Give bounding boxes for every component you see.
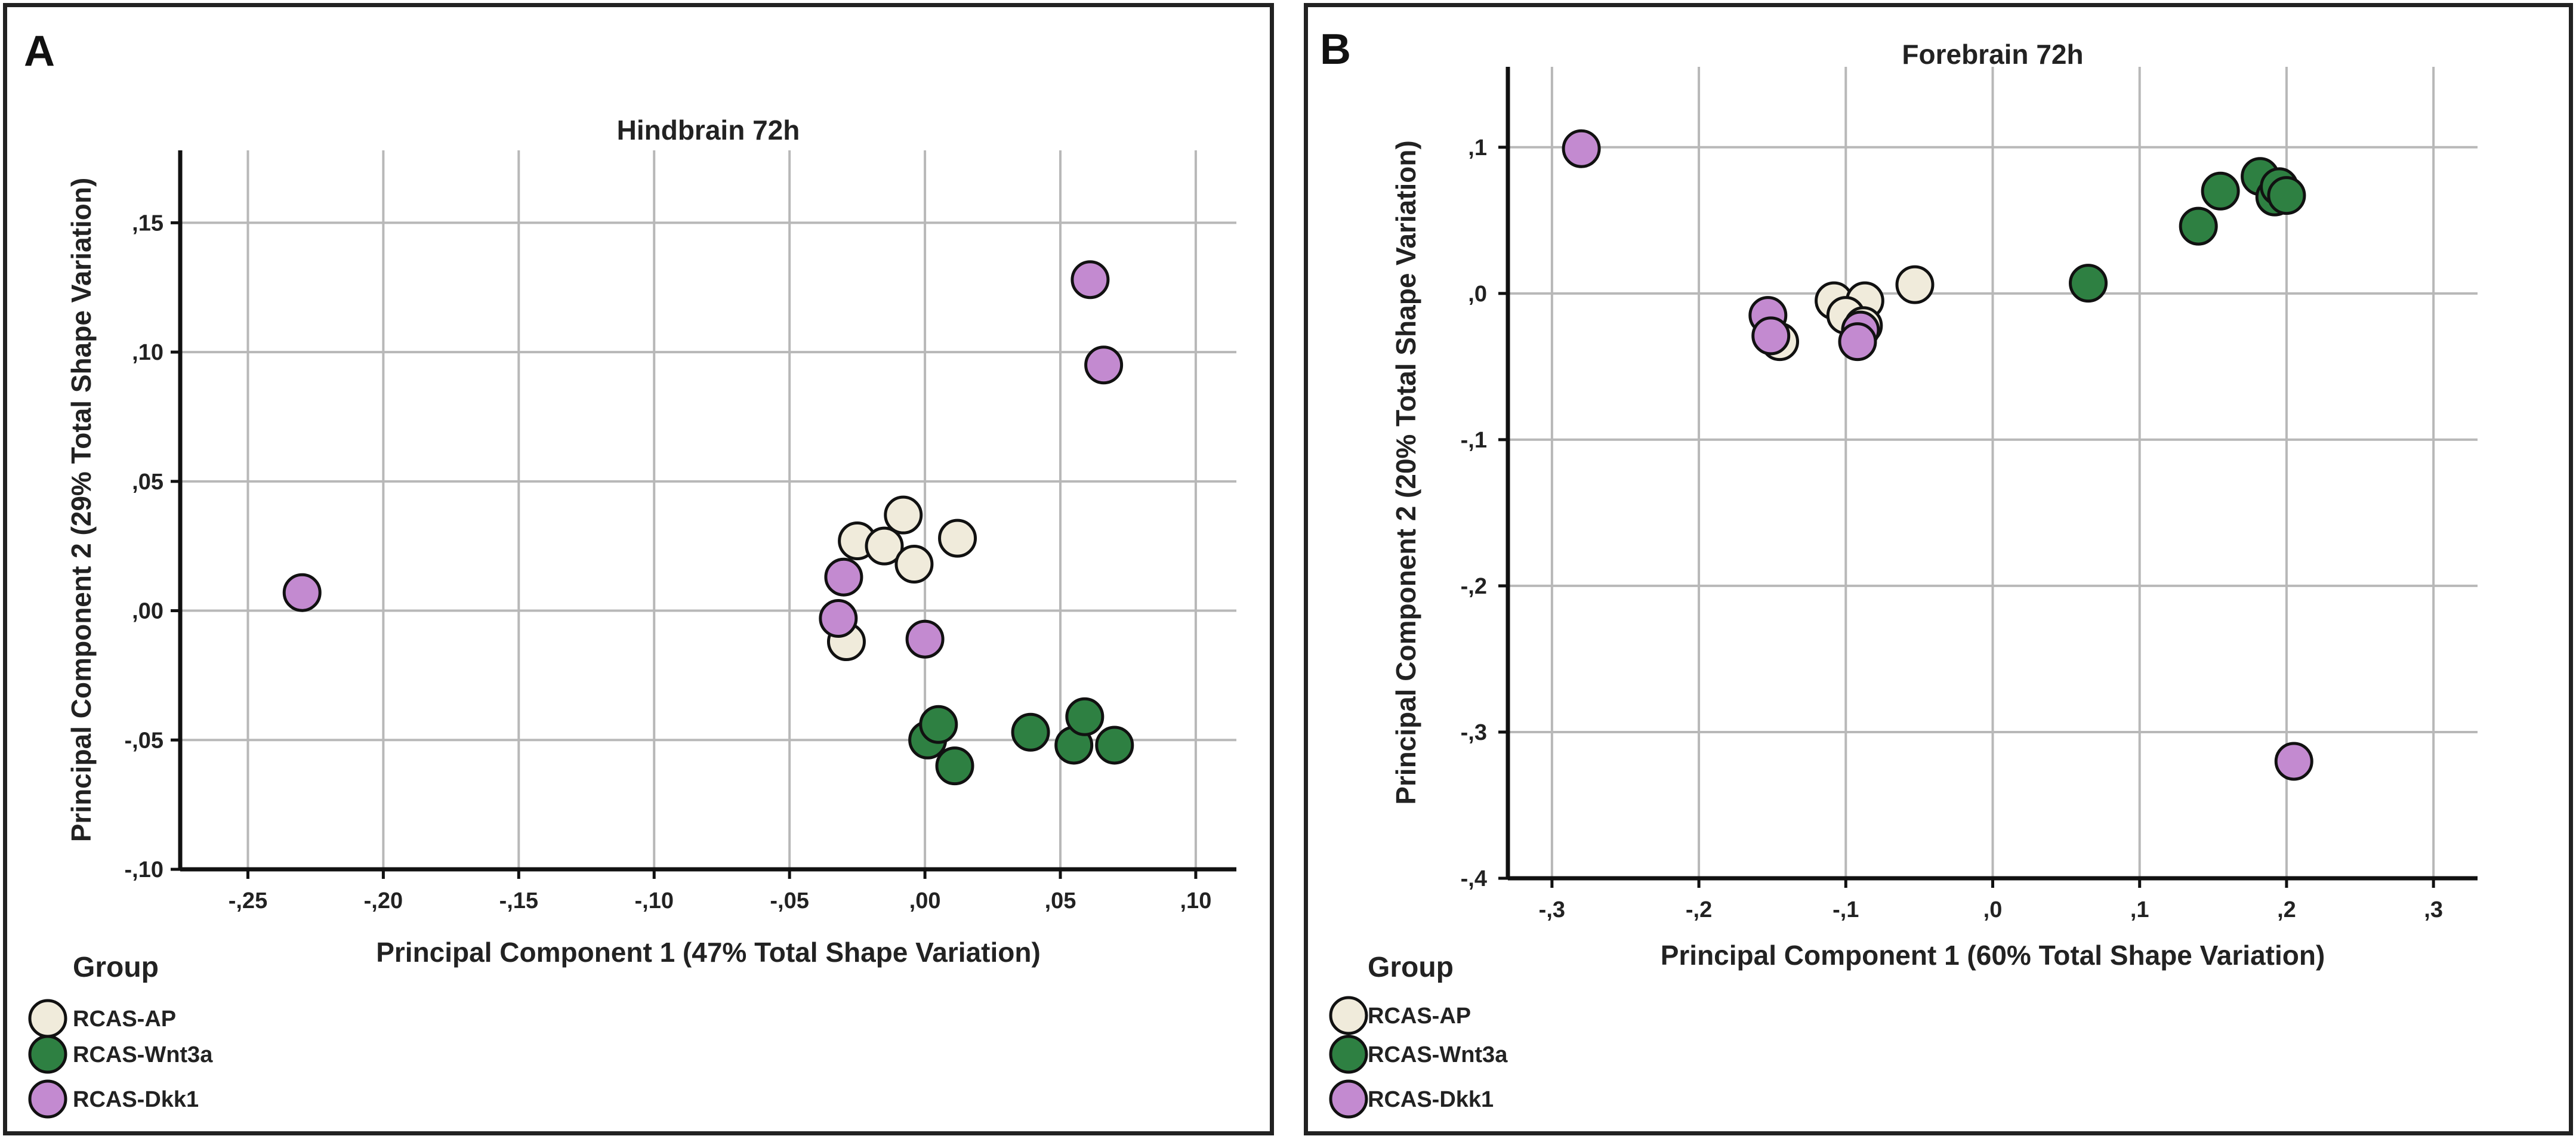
chart-a: A -,25 -,20 -,15 -,10 -,05 ,00 ,05 ,10 -,10 -,05 ,0… [24,27,1236,1119]
y-tick-label: -,4 [1461,866,1487,891]
legend-marker-rcas-dkk1 [28,1079,67,1119]
data-point-rcas-dkk1 [2274,742,2313,781]
data-point-rcas-ap [938,518,977,558]
legend-marker-rcas-wnt3a [1329,1035,1368,1074]
x-tick-label: ,05 [1045,888,1076,913]
chart-b: B -,3 -,2 -,1 ,0 ,1 ,2 ,3 -,4 -,3 -,2 -,1 ,0 ,1 Forebr… [1320,26,2478,1119]
x-tick-label: -,20 [364,888,403,913]
data-point-rcas-wnt3a [2179,206,2218,246]
y-tick-label: ,0 [1468,282,1487,307]
panel-b: B -,3 -,2 -,1 ,0 ,1 ,2 ,3 -,4 -,3 -,2 -,1 ,0 ,1 Forebr… [1304,3,2573,1135]
y-tick-label: -,10 [125,857,163,882]
data-point-rcas-dkk1 [905,619,945,659]
legend-marker-rcas-ap [28,999,67,1038]
y-tick-label: -,05 [125,728,163,753]
data-point-rcas-dkk1 [824,557,863,597]
data-point-rcas-wnt3a [1065,697,1105,736]
y-tick-label: -,1 [1461,428,1487,453]
x-tick-label: -,15 [499,888,538,913]
data-point-rcas-ap [894,545,934,584]
y-tick-label: ,15 [132,211,163,236]
legend-label-rcas-ap: RCAS-AP [73,1007,176,1032]
y-tick-label: ,1 [1468,135,1487,160]
data-point-rcas-dkk1 [1084,345,1124,385]
legend-label-rcas-wnt3a: RCAS-Wnt3a [73,1042,213,1067]
data-point-rcas-dkk1 [819,599,858,638]
x-tick-label: -,1 [1832,897,1859,922]
x-tick-label: -,25 [229,888,267,913]
legend-marker-rcas-dkk1 [1329,1079,1368,1119]
chart-title: Forebrain 72h [1902,39,2083,70]
x-tick-label: ,3 [2424,897,2443,922]
x-tick-label: ,10 [1180,888,1212,913]
x-tick-label: -,3 [1539,897,1565,922]
x-tick-label: ,0 [1983,897,2003,922]
legend-label-rcas-dkk1: RCAS-Dkk1 [73,1087,199,1112]
y-axis-title: Principal Component 2 (29% Total Shape V… [66,178,97,842]
data-point-rcas-wnt3a [919,705,958,744]
legend-marker-rcas-wnt3a [28,1035,67,1074]
data-point-rcas-wnt3a [1011,712,1050,752]
y-tick-label: -,2 [1461,574,1487,599]
x-tick-label: -,05 [770,888,809,913]
data-point-rcas-wnt3a [1095,726,1134,765]
data-point-rcas-dkk1 [282,573,322,612]
legend-label-rcas-dkk1: RCAS-Dkk1 [1368,1087,1494,1112]
legend-label-rcas-ap: RCAS-AP [1368,1004,1471,1029]
chart-title: Hindbrain 72h [617,115,800,146]
y-tick-label: ,10 [132,340,163,365]
data-point-rcas-dkk1 [1751,316,1791,356]
legend-title: Group [1368,952,1454,983]
y-axis-title: Principal Component 2 (20% Total Shape V… [1390,140,1421,805]
data-point-rcas-wnt3a [935,746,974,786]
y-tick-label: ,05 [132,470,163,495]
x-tick-label: -,10 [634,888,673,913]
y-tick-label: -,3 [1461,720,1487,745]
y-tick-label: ,00 [132,599,163,624]
data-point-rcas-dkk1 [1838,322,1877,362]
x-tick-label: ,1 [2130,897,2149,922]
data-point-rcas-ap [1895,265,1935,304]
x-axis-title: Principal Component 1 (60% Total Shape V… [1661,940,2325,971]
legend-marker-rcas-ap [1329,996,1368,1035]
data-point-rcas-ap [884,495,923,535]
legend-title: Group [73,952,159,983]
data-point-rcas-dkk1 [1070,260,1110,300]
panel-a: A -,25 -,20 -,15 -,10 -,05 ,00 ,05 ,10 -,10 -,05 ,0… [3,3,1274,1135]
panel-letter: B [1320,26,1351,73]
data-point-rcas-wnt3a [2267,176,2306,215]
data-point-rcas-wnt3a [2069,264,2108,303]
x-tick-label: -,2 [1686,897,1712,922]
legend-label-rcas-wnt3a: RCAS-Wnt3a [1368,1042,1508,1067]
panel-letter: A [24,27,55,75]
x-tick-label: ,2 [2277,897,2296,922]
data-point-rcas-dkk1 [1562,129,1601,168]
x-axis-title: Principal Component 1 (47% Total Shape V… [376,937,1041,968]
x-tick-label: ,00 [909,888,941,913]
data-point-rcas-wnt3a [2201,171,2240,211]
data-point-rcas-ap [865,526,904,566]
